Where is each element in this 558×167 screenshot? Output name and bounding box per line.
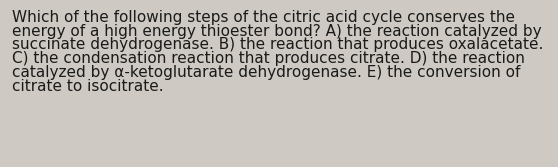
Text: C) the condensation reaction that produces citrate. D) the reaction: C) the condensation reaction that produc… bbox=[12, 51, 525, 66]
Text: Which of the following steps of the citric acid cycle conserves the: Which of the following steps of the citr… bbox=[12, 10, 515, 25]
Text: citrate to isocitrate.: citrate to isocitrate. bbox=[12, 79, 163, 94]
Text: energy of a high energy thioester bond? A) the reaction catalyzed by: energy of a high energy thioester bond? … bbox=[12, 24, 542, 39]
Text: catalyzed by α-ketoglutarate dehydrogenase. E) the conversion of: catalyzed by α-ketoglutarate dehydrogena… bbox=[12, 65, 521, 80]
Text: succinate dehydrogenase. B) the reaction that produces oxalacetate.: succinate dehydrogenase. B) the reaction… bbox=[12, 38, 543, 52]
